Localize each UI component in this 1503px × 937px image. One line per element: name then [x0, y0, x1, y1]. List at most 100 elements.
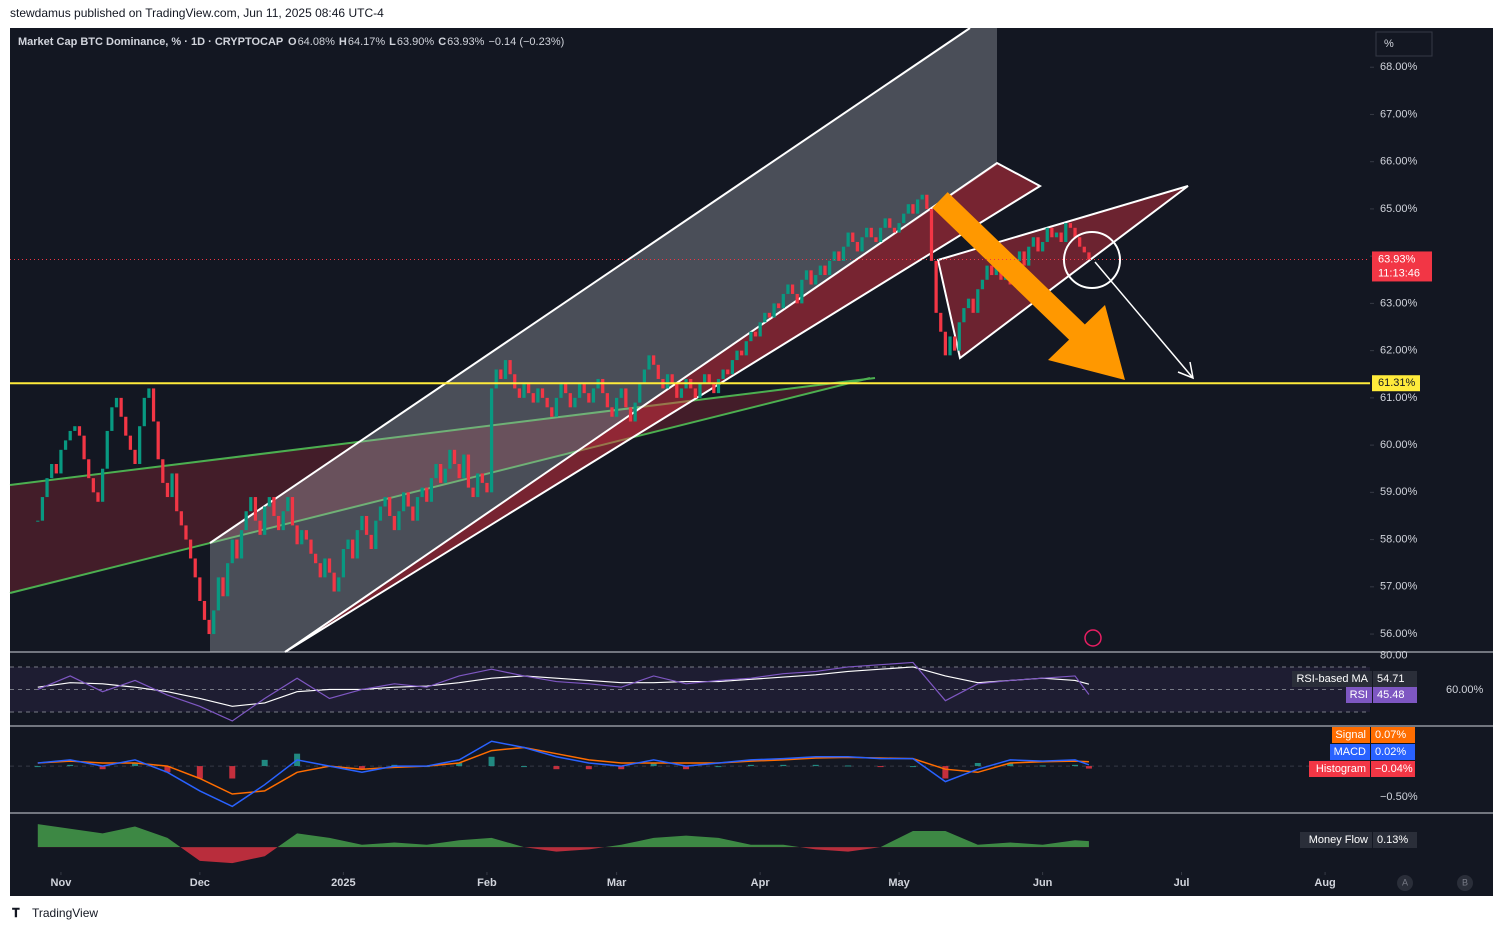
- candle: [735, 350, 739, 361]
- candle: [800, 279, 804, 304]
- candle: [337, 577, 341, 592]
- candle: [397, 511, 401, 531]
- candle: [151, 388, 156, 422]
- candle: [239, 530, 244, 559]
- unit-button[interactable]: [1375, 31, 1433, 57]
- histogram-bar: [196, 766, 203, 779]
- candle: [902, 213, 906, 224]
- candle: [388, 497, 392, 516]
- indicator-tag: [1332, 727, 1370, 743]
- candle: [786, 284, 790, 294]
- x-tick-label: 2025: [331, 877, 355, 889]
- candle: [346, 539, 350, 550]
- indicator-tag: [1346, 687, 1372, 703]
- candle: [763, 312, 767, 323]
- candle: [971, 298, 975, 313]
- panel-button[interactable]: [1397, 875, 1413, 891]
- trend-line: [9, 377, 876, 486]
- candle: [716, 378, 721, 394]
- panel-button[interactable]: [1457, 875, 1473, 891]
- histogram-bar: [34, 766, 41, 768]
- candle: [457, 463, 461, 479]
- indicator-value: −0.04%: [1375, 763, 1413, 775]
- candle: [767, 312, 772, 318]
- chart-title: Market Cap BTC Dominance, % · 1D · CRYPT…: [18, 36, 283, 48]
- candle: [198, 577, 202, 601]
- candle: [263, 506, 267, 535]
- candle: [351, 539, 355, 559]
- candle: [670, 374, 674, 384]
- candle: [87, 459, 91, 479]
- candle: [318, 563, 322, 578]
- y-tick-label: 66.00%: [1380, 156, 1418, 168]
- candle: [1059, 232, 1063, 242]
- x-tick-label: Feb: [477, 877, 497, 889]
- candle: [63, 440, 68, 450]
- x-tick-label: Apr: [751, 877, 771, 889]
- candle: [610, 407, 614, 417]
- candle: [559, 383, 563, 398]
- y-tick-label: 68.00%: [1380, 61, 1418, 73]
- candle: [221, 577, 225, 597]
- candle: [207, 619, 211, 635]
- candle: [915, 199, 920, 214]
- candle: [675, 383, 679, 398]
- indicator-value-tag: [1373, 687, 1417, 703]
- candle: [522, 383, 526, 398]
- candle: [554, 397, 559, 417]
- candle: [540, 388, 545, 398]
- y-tick-label: −0.50%: [1380, 791, 1418, 803]
- candle: [267, 497, 271, 507]
- indicator-value-tag: [1373, 671, 1417, 687]
- annotations: [932, 192, 1194, 647]
- x-tick-label: Mar: [607, 877, 627, 889]
- candle: [114, 397, 119, 408]
- triangle: [936, 185, 1189, 360]
- candle: [1040, 241, 1045, 252]
- candle: [647, 355, 651, 370]
- candle: [443, 468, 447, 483]
- unit-label[interactable]: %: [1384, 38, 1394, 50]
- candle: [832, 251, 836, 261]
- candle: [323, 558, 327, 578]
- histogram-bar: [650, 762, 657, 767]
- price-label: 63.93%: [1378, 253, 1416, 265]
- candle: [841, 246, 846, 261]
- candle: [906, 204, 910, 214]
- candle: [253, 497, 258, 521]
- histogram-bar: [780, 764, 787, 767]
- indicator-name: Histogram: [1316, 763, 1366, 775]
- candle: [272, 497, 276, 516]
- candle: [392, 515, 396, 531]
- panel-button-label[interactable]: B: [1462, 877, 1468, 887]
- candle: [202, 600, 207, 620]
- footer-logo: 𝐓: [12, 906, 20, 920]
- countdown: 11:13:46: [1378, 267, 1420, 279]
- candle: [281, 511, 285, 531]
- candle: [809, 270, 813, 285]
- legend-value: 63.93%: [447, 36, 485, 48]
- arrow-head: [1177, 361, 1194, 380]
- candle: [587, 393, 591, 403]
- candle: [536, 388, 540, 403]
- indicator-value: 54.71: [1377, 673, 1405, 685]
- candle: [652, 355, 656, 365]
- candle: [1087, 252, 1091, 260]
- candle: [355, 530, 359, 559]
- money-flow-area: [37, 824, 1089, 848]
- candle: [851, 232, 855, 242]
- y-tick-label: 67.00%: [1380, 108, 1418, 120]
- candle: [212, 610, 216, 635]
- candle: [633, 402, 637, 422]
- candle: [985, 265, 989, 280]
- candle: [73, 426, 77, 431]
- x-tick-label: Jul: [1174, 877, 1190, 889]
- chart-background: [10, 28, 1493, 896]
- candle: [147, 388, 151, 398]
- trend-line: [9, 377, 871, 594]
- panel-button-label[interactable]: A: [1402, 877, 1408, 887]
- indicator-name: Money Flow: [1309, 834, 1368, 846]
- price-tag: [1372, 251, 1432, 282]
- legend-value: 63.90%: [397, 36, 435, 48]
- histogram-bar: [909, 766, 916, 768]
